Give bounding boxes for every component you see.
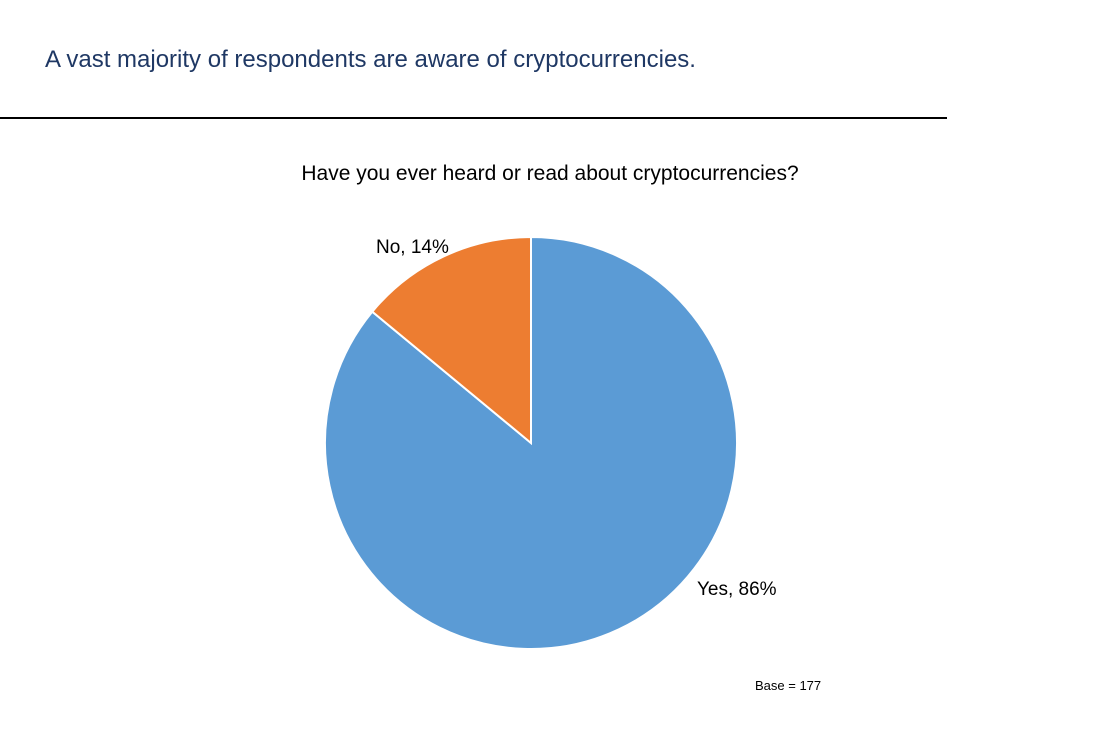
- base-note: Base = 177: [755, 678, 822, 693]
- pie-slice-no: [370, 235, 532, 446]
- pie-slice-yes: [323, 235, 738, 650]
- slide-title: A vast majority of respondents are aware…: [45, 46, 696, 73]
- data-label-yes: Yes, 86%: [697, 579, 777, 600]
- data-label-no: No, 14%: [376, 237, 449, 258]
- title-divider: [0, 117, 947, 119]
- chart-title: Have you ever heard or read about crypto…: [301, 162, 799, 185]
